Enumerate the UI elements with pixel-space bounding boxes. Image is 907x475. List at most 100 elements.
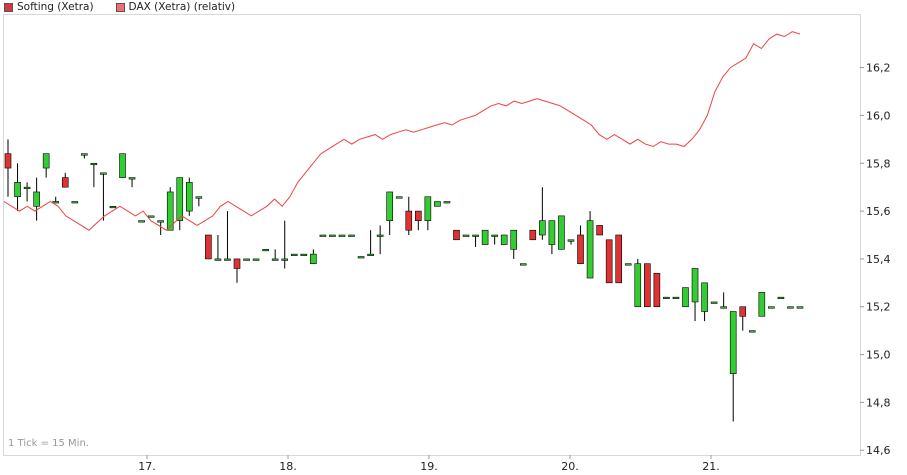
candle: [23, 182, 31, 202]
candle-body: [405, 210, 413, 231]
candle: [548, 220, 556, 255]
candle: [186, 177, 193, 216]
candle: [634, 258, 642, 308]
candle: [701, 282, 708, 322]
candle: [644, 263, 651, 308]
candle: [710, 301, 718, 304]
candle-body: [491, 234, 498, 237]
candle-body: [338, 234, 346, 237]
candle-body: [109, 206, 117, 209]
x-tick-label: 19.: [420, 460, 438, 473]
candle: [605, 239, 613, 284]
candle: [405, 196, 413, 235]
candle: [195, 196, 203, 207]
candle-body: [90, 162, 98, 166]
y-tick-label: 16,0: [866, 109, 891, 122]
candle: [281, 220, 289, 269]
candle: [52, 196, 60, 204]
candle: [500, 234, 508, 245]
candle: [147, 215, 155, 218]
chart-legend: Softing (Xetra) DAX (Xetra) (relativ): [0, 0, 253, 14]
candle: [653, 272, 661, 308]
candle: [415, 210, 422, 231]
dax-relative-line: [3, 31, 801, 231]
candle-body: [529, 229, 537, 241]
candle: [615, 234, 622, 284]
candle-body: [14, 182, 21, 198]
candle: [472, 234, 479, 247]
y-tick-label: 14,8: [866, 396, 891, 409]
candle: [271, 249, 279, 261]
candle-body: [357, 256, 365, 259]
candle: [262, 249, 269, 252]
legend-item-dax: DAX (Xetra) (relativ): [115, 1, 235, 13]
candle-body: [634, 263, 642, 308]
candle-body: [243, 258, 250, 261]
candle-body: [42, 153, 50, 169]
candle-body: [472, 234, 479, 237]
candle-body: [33, 191, 40, 207]
candle-body: [271, 258, 279, 261]
candle: [205, 234, 212, 260]
candle: [90, 162, 98, 188]
candle-body: [176, 177, 184, 221]
candle: [596, 225, 603, 236]
candle-body: [233, 258, 241, 269]
candle-body: [376, 234, 384, 237]
candle-body: [605, 239, 613, 284]
candle: [748, 330, 756, 333]
candle-body: [548, 220, 556, 245]
candle: [510, 229, 518, 259]
candle: [567, 239, 575, 245]
candle: [290, 253, 298, 256]
candle-body: [624, 263, 632, 266]
candle: [462, 234, 470, 237]
x-axis: 17. 18. 19. 20. 21.: [138, 455, 720, 473]
candle-body: [205, 234, 212, 260]
candle-body: [768, 306, 775, 309]
y-tick-label: 15,2: [866, 301, 891, 314]
candle: [491, 234, 498, 245]
candle-body: [682, 287, 689, 308]
candle: [787, 306, 794, 309]
candle-body: [329, 234, 336, 237]
candle-body: [23, 186, 31, 189]
candle: [386, 191, 393, 235]
candle: [663, 296, 670, 299]
candle-body: [500, 234, 508, 245]
candle: [224, 211, 231, 261]
candle-body: [138, 220, 145, 223]
candle: [157, 220, 164, 235]
candle-body: [290, 253, 298, 256]
candle-body: [424, 196, 432, 221]
y-tick-label: 15,0: [866, 349, 891, 362]
candle: [777, 296, 785, 299]
candle-body: [663, 296, 670, 299]
candle: [443, 201, 451, 204]
candle: [214, 235, 222, 261]
candle-body: [214, 258, 222, 261]
candle: [33, 177, 40, 221]
x-tick-label: 21.: [702, 460, 720, 473]
candle-body: [52, 201, 60, 204]
candle: [367, 230, 374, 256]
x-tick-label: 18.: [279, 460, 297, 473]
candle: [376, 225, 384, 255]
candle: [577, 225, 584, 264]
candle-body: [577, 234, 584, 264]
candle-body: [157, 220, 164, 223]
candle: [348, 234, 355, 237]
y-tick-label: 16,2: [866, 62, 891, 75]
candle: [758, 292, 766, 317]
candle: [319, 234, 327, 237]
candle: [61, 172, 69, 188]
candle-body: [672, 296, 680, 299]
candle: [252, 258, 260, 261]
candle-body: [310, 253, 317, 264]
candle-body: [395, 196, 403, 199]
y-tick-label: 15,4: [866, 253, 891, 266]
candle-body: [720, 306, 727, 309]
legend-label-softing: Softing (Xetra): [17, 1, 94, 13]
candle-body: [558, 215, 565, 250]
candle-body: [748, 330, 756, 333]
